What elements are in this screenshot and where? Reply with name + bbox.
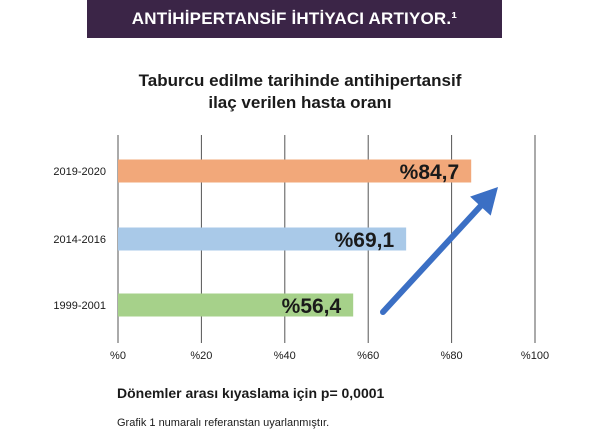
chart-title: Taburcu edilme tarihinde antihipertansif…: [80, 70, 520, 114]
chart-title-line2: ilaç verilen hasta oranı: [208, 93, 392, 112]
category-label: 2014-2016: [53, 234, 106, 246]
x-tick-label: %40: [274, 350, 296, 362]
x-tick-label: %20: [190, 350, 212, 362]
category-label: 1999-2001: [53, 300, 106, 312]
bar: [118, 159, 472, 183]
trend-arrow-shaft: [380, 195, 491, 315]
bar: [118, 293, 354, 317]
x-tick-label: %100: [521, 350, 549, 362]
category-label: 2019-2020: [53, 166, 106, 178]
x-tick-label: %60: [357, 350, 379, 362]
chart-title-line1: Taburcu edilme tarihinde antihipertansif: [138, 71, 462, 90]
data-label: %69,1: [335, 229, 395, 252]
bar: [118, 227, 407, 251]
banner-text: ANTİHİPERTANSİF İHTİYACI ARTIYOR.¹: [131, 9, 458, 28]
data-label: %56,4: [282, 295, 342, 318]
p-value-note: Dönemler arası kıyaslama için p= 0,0001: [117, 385, 385, 401]
header-banner: ANTİHİPERTANSİF İHTİYACI ARTIYOR.¹: [87, 0, 502, 38]
trend-arrow-head: [470, 187, 498, 216]
x-tick-label: %80: [441, 350, 463, 362]
x-tick-label: %0: [110, 350, 126, 362]
data-label: %84,7: [400, 161, 460, 184]
source-note: Grafik 1 numaralı referanstan uyarlanmış…: [117, 417, 330, 429]
